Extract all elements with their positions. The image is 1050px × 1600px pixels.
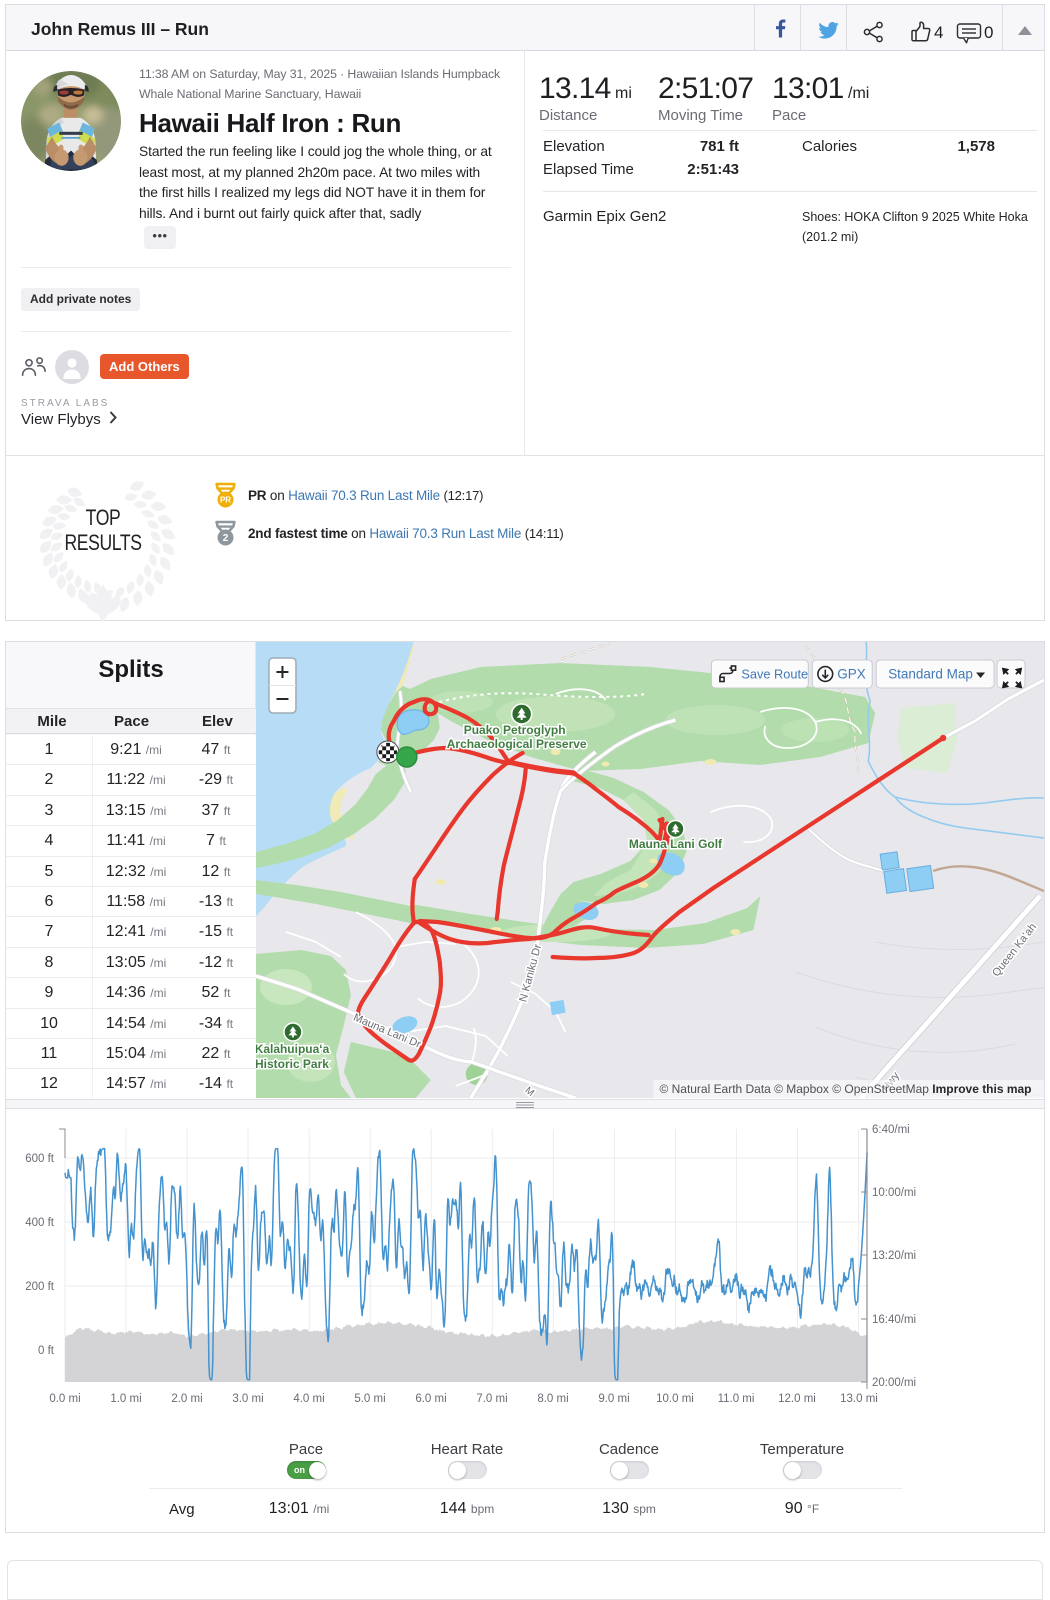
svg-text:11.0 mi: 11.0 mi bbox=[718, 1393, 755, 1405]
svg-text:GPX: GPX bbox=[837, 666, 865, 681]
svg-text:Historic Park: Historic Park bbox=[256, 1057, 329, 1071]
svg-text:6:40/mi: 6:40/mi bbox=[872, 1124, 910, 1136]
svg-text:13:20/mi: 13:20/mi bbox=[872, 1250, 916, 1262]
svg-text:0 ft: 0 ft bbox=[38, 1345, 55, 1357]
svg-text:9.0 mi: 9.0 mi bbox=[598, 1393, 629, 1405]
svg-text:Mauna Lani Golf: Mauna Lani Golf bbox=[629, 837, 723, 851]
svg-text:Puako Petroglyph: Puako Petroglyph bbox=[464, 723, 566, 737]
svg-text:Historic Park: Historic Park bbox=[256, 1057, 329, 1071]
svg-text:200 ft: 200 ft bbox=[25, 1281, 55, 1293]
svg-text:400 ft: 400 ft bbox=[25, 1217, 55, 1229]
svg-text:7.0 mi: 7.0 mi bbox=[476, 1393, 507, 1405]
svg-text:2.0 mi: 2.0 mi bbox=[171, 1393, 202, 1405]
svg-text:Kalahuipuaʻa: Kalahuipuaʻa bbox=[256, 1042, 330, 1056]
svg-text:16:40/mi: 16:40/mi bbox=[872, 1314, 916, 1326]
svg-text:Puako Petroglyph: Puako Petroglyph bbox=[464, 723, 566, 737]
svg-text:2: 2 bbox=[223, 533, 229, 544]
svg-text:4.0 mi: 4.0 mi bbox=[293, 1393, 324, 1405]
svg-text:Mauna Lani Golf: Mauna Lani Golf bbox=[629, 837, 723, 851]
svg-text:0.0 mi: 0.0 mi bbox=[49, 1393, 80, 1405]
svg-text:13.0 mi: 13.0 mi bbox=[840, 1393, 878, 1405]
svg-text:600 ft: 600 ft bbox=[25, 1153, 55, 1165]
svg-text:Archaeological Preserve: Archaeological Preserve bbox=[447, 737, 587, 751]
svg-text:20:00/mi: 20:00/mi bbox=[872, 1377, 916, 1389]
svg-text:12.0 mi: 12.0 mi bbox=[778, 1393, 816, 1405]
svg-text:Archaeological Preserve: Archaeological Preserve bbox=[447, 737, 587, 751]
svg-text:3.0 mi: 3.0 mi bbox=[232, 1393, 263, 1405]
svg-text:Save Route: Save Route bbox=[741, 666, 808, 681]
svg-text:10:00/mi: 10:00/mi bbox=[872, 1187, 916, 1199]
svg-text:PR: PR bbox=[220, 495, 231, 504]
svg-text:10.0 mi: 10.0 mi bbox=[656, 1393, 694, 1405]
svg-text:5.0 mi: 5.0 mi bbox=[354, 1393, 385, 1405]
svg-text:© Natural Earth Data © Mapbox: © Natural Earth Data © Mapbox © OpenStre… bbox=[659, 1082, 1031, 1096]
svg-text:8.0 mi: 8.0 mi bbox=[537, 1393, 568, 1405]
svg-text:6.0 mi: 6.0 mi bbox=[415, 1393, 446, 1405]
svg-text:1.0 mi: 1.0 mi bbox=[110, 1393, 141, 1405]
svg-text:Standard Map: Standard Map bbox=[888, 666, 973, 681]
svg-text:Kalahuipuaʻa: Kalahuipuaʻa bbox=[256, 1042, 330, 1056]
